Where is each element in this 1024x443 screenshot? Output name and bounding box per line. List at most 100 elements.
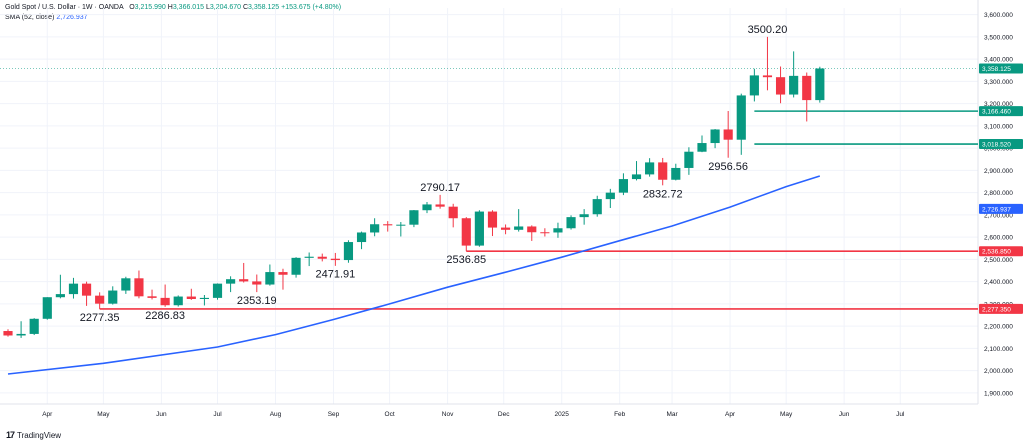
candle-body [500,227,511,230]
level-price-tag-bg [979,246,1023,257]
tradingview-label: TradingView [17,430,62,440]
y-tick-label: 2,900.000 [984,168,1013,175]
candle-body [226,279,236,284]
price-annotation: 2353.19 [237,295,277,307]
candle-body [173,296,183,306]
price-annotation: 2790.17 [420,182,460,194]
price-annotation: 2277.35 [80,312,120,324]
low-value: 3,204.670 [209,4,242,11]
level-price-tag: 3,166.460 [982,109,1011,116]
candle-body [762,75,773,78]
candle-body [212,283,223,298]
chart-header: Gold Spot / U.S. Dollar · 1W · OANDA O 3,… [5,4,341,11]
x-tick-label: Mar [666,411,678,418]
candle-body [435,204,445,207]
y-tick-label: 2,100.000 [984,346,1013,353]
candle-body [68,283,79,295]
candle-body [671,167,681,180]
candle-body [723,129,733,140]
y-tick-label: 2,700.000 [984,212,1013,219]
x-tick-label: Dec [498,411,510,418]
candle-body [42,297,52,319]
candle-body [605,192,615,200]
x-tick-label: Apr [725,411,736,418]
candle-body [775,77,786,95]
high-value: 3,366.015 [172,4,204,11]
candle-body [291,257,301,275]
candle-body [199,297,209,299]
y-tick-label: 2,400.000 [984,279,1013,286]
candle-body [330,258,340,261]
x-tick-label: Nov [442,411,454,418]
candle-body [487,211,498,228]
candle-body [55,294,65,298]
x-tick-label: Jul [896,411,905,418]
open-label: O [129,4,135,11]
candle-body [736,95,746,140]
sma-value: 2,726.937 [56,14,88,21]
candle-body [252,281,262,285]
candle-body [553,228,563,233]
x-tick-label: Jun [839,411,850,418]
y-tick-label: 3,100.000 [984,123,1013,130]
candle-body [370,224,380,233]
y-tick-label: 3,500.000 [984,34,1013,41]
sma-legend[interactable]: SMA (52, close) 2,726.937 [5,14,88,21]
candle-body [396,224,406,226]
candle-body [160,297,170,306]
candle-body [29,318,39,334]
candle-body [422,204,432,211]
price-annotation: 2471.91 [315,269,355,281]
level-price-tag-bg [979,303,1023,314]
candle-body [592,199,602,215]
y-tick-label: 3,600.000 [984,12,1013,19]
candle-body [239,279,249,282]
level-price-tag: 2,536.850 [982,249,1011,256]
level-price-tag: 2,277.350 [982,306,1011,313]
close-value: 3,358.125 [248,4,280,11]
candle-body [658,162,668,180]
candle-body [356,232,367,243]
price-tag-bg [979,63,1023,74]
candle-body [317,256,327,259]
candle-body [579,214,589,218]
symbol-title: Gold Spot / U.S. Dollar · 1W · OANDA [5,4,124,11]
y-tick-label: 2,200.000 [984,324,1013,331]
x-tick-label: Aug [270,411,282,418]
close-label: C [242,4,249,11]
price-annotation: 2286.83 [145,310,185,322]
level-price-tag: 3,018.520 [982,142,1011,149]
candle-body [147,296,157,298]
x-tick-label: Sep [328,411,340,418]
high-label: H [167,4,173,11]
sma-label: SMA (52, close) [5,14,55,21]
price-tag: 2,726.937 [982,206,1011,213]
candle-body [697,143,707,152]
candle-body [134,278,144,297]
candle-body [265,272,275,285]
candle-body [186,296,196,299]
y-tick-label: 3,200.000 [984,101,1013,108]
candle-body [304,256,314,258]
candle-body [81,283,92,296]
price-annotation: 2832.72 [643,188,683,200]
price-annotation: 2956.56 [708,161,748,173]
candle-body [448,206,458,219]
candle-body [3,331,13,336]
price-annotation: 2536.85 [446,254,486,266]
candle-body [815,68,825,101]
candle-body [409,210,419,225]
tradingview-logo[interactable]: 17 TradingView [6,430,61,440]
level-price-tag-bg [979,106,1023,117]
candle-body [802,75,812,101]
candle-body [540,232,550,234]
x-tick-label: Apr [42,411,53,418]
candle-body [461,218,471,246]
candle-body [527,226,537,233]
candle-body [474,211,484,246]
y-tick-label: 3,000.000 [984,146,1013,153]
x-tick-label: May [97,411,110,418]
y-tick-label: 2,000.000 [984,368,1013,375]
change-value: +153.675 (+4.80%) [281,4,342,11]
